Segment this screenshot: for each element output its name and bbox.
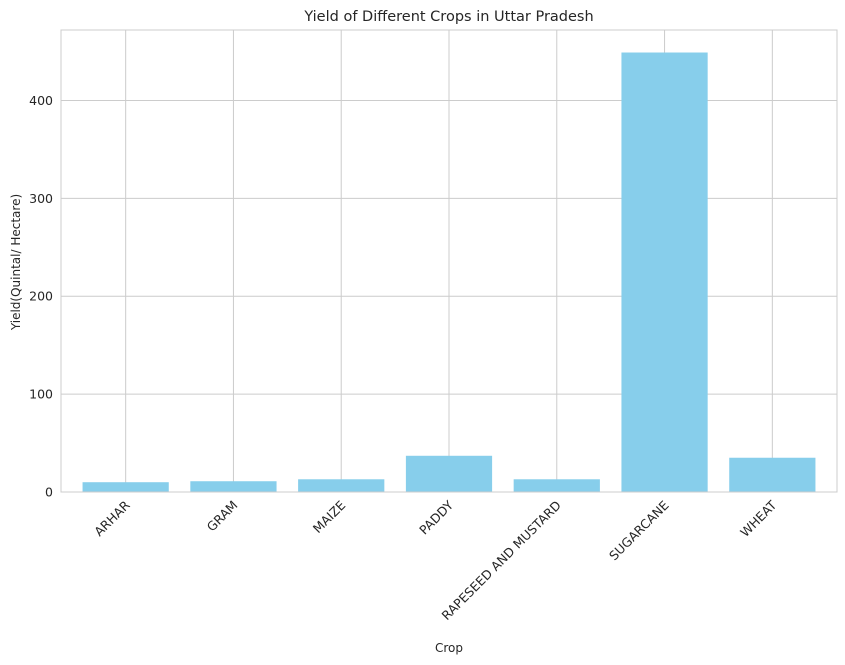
y-axis-title: Yield(Quintal/ Hectare) bbox=[9, 194, 23, 331]
bar-paddy bbox=[405, 455, 493, 492]
y-tick-label: 100 bbox=[29, 387, 53, 402]
y-tick-label: 0 bbox=[45, 485, 53, 500]
bar-gram bbox=[190, 481, 277, 492]
x-tick-label: ARHAR bbox=[91, 497, 133, 539]
bar-sugarcane bbox=[621, 52, 708, 493]
y-tick-label: 300 bbox=[29, 191, 53, 206]
x-axis-title: Crop bbox=[435, 641, 463, 655]
x-tick-label: WHEAT bbox=[737, 497, 780, 540]
bar-rapeseed-and-mustard bbox=[513, 479, 600, 492]
plot-frame bbox=[60, 29, 838, 493]
bars bbox=[82, 52, 816, 493]
x-tick-label: RAPESEED AND MUSTARD bbox=[438, 498, 563, 623]
bar-maize bbox=[298, 479, 385, 492]
x-tick-label: SUGARCANE bbox=[606, 497, 672, 563]
x-tick-label: MAIZE bbox=[310, 497, 349, 536]
chart-title: Yield of Different Crops in Uttar Prades… bbox=[303, 9, 593, 25]
y-tick-labels: 0 100 200 300 400 bbox=[29, 93, 53, 500]
y-tick-label: 200 bbox=[29, 289, 53, 304]
x-tick-label: GRAM bbox=[204, 498, 241, 535]
y-tick-label: 400 bbox=[29, 93, 53, 108]
x-tick-label: PADDY bbox=[416, 497, 456, 537]
bar-wheat bbox=[729, 457, 816, 492]
bar-arhar bbox=[82, 482, 169, 492]
grid bbox=[61, 30, 837, 493]
